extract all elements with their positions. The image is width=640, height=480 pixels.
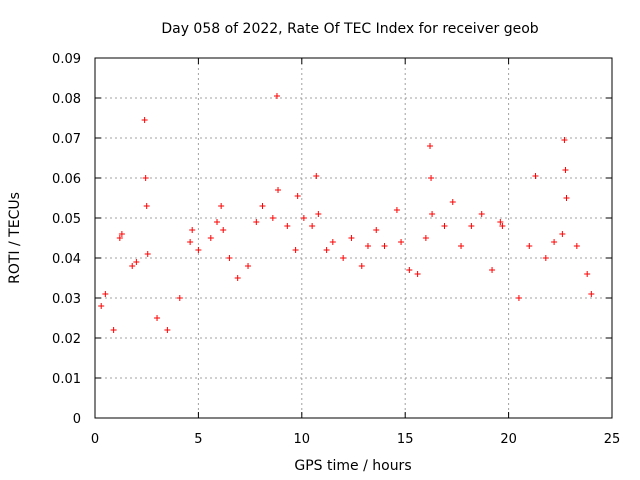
data-point <box>358 263 365 269</box>
data-point <box>414 271 421 277</box>
data-point <box>273 93 280 99</box>
data-point <box>207 235 214 241</box>
y-tick-label: 0.05 <box>52 212 81 227</box>
data-point <box>441 223 448 229</box>
y-tick-label: 0 <box>73 412 81 427</box>
data-point <box>364 243 371 249</box>
x-tick-label: 15 <box>397 432 414 447</box>
data-point <box>458 243 465 249</box>
data-point <box>551 239 558 245</box>
data-point <box>253 219 260 225</box>
data-point <box>381 243 388 249</box>
data-point <box>497 219 504 225</box>
data-point <box>144 251 151 257</box>
data-point <box>313 173 320 179</box>
y-tick-label: 0.06 <box>52 172 81 187</box>
data-point <box>489 267 496 273</box>
axis-ticks <box>94 57 613 419</box>
data-point <box>118 231 125 237</box>
y-tick-label: 0.07 <box>52 132 81 147</box>
data-point <box>164 327 171 333</box>
data-point <box>284 223 291 229</box>
data-point <box>427 143 434 149</box>
data-point <box>234 275 241 281</box>
data-point <box>562 167 569 173</box>
data-point <box>220 227 227 233</box>
data-point <box>315 211 322 217</box>
x-tick-label: 10 <box>294 432 311 447</box>
data-point <box>116 235 123 241</box>
data-point <box>300 215 307 221</box>
data-point <box>154 315 161 321</box>
data-point <box>406 267 413 273</box>
y-tick-label: 0.04 <box>52 252 81 267</box>
data-point <box>292 247 299 253</box>
chart-title: Day 058 of 2022, Rate Of TEC Index for r… <box>161 21 538 37</box>
y-tick-label: 0.09 <box>52 52 81 67</box>
y-tick-labels: 0 0.01 0.02 0.03 0.04 0.05 0.06 0.07 0.08 0.09 <box>52 52 81 427</box>
data-point <box>422 235 429 241</box>
data-point <box>449 199 456 205</box>
data-point <box>195 247 202 253</box>
data-point <box>542 255 549 261</box>
data-point <box>275 187 282 193</box>
x-axis-label: GPS time / hours <box>294 458 411 474</box>
data-point <box>499 223 506 229</box>
data-point <box>129 263 136 269</box>
data-point <box>294 193 301 199</box>
y-tick-label: 0.01 <box>52 372 81 387</box>
plot-frame <box>94 57 613 419</box>
data-point <box>428 175 435 181</box>
data-point <box>563 195 570 201</box>
data-point <box>218 203 225 209</box>
data-point <box>143 203 150 209</box>
x-tick-label: 0 <box>91 432 99 447</box>
data-point <box>532 173 539 179</box>
data-point <box>329 239 336 245</box>
data-point <box>584 271 591 277</box>
x-tick-label: 20 <box>500 432 517 447</box>
x-tick-label: 25 <box>604 432 621 447</box>
data-point <box>309 223 316 229</box>
data-point <box>398 239 405 245</box>
data-point <box>373 227 380 233</box>
data-point <box>176 295 183 301</box>
y-tick-label: 0.03 <box>52 292 81 307</box>
y-tick-label: 0.08 <box>52 92 81 107</box>
data-point <box>141 117 148 123</box>
data-point <box>468 223 475 229</box>
data-point <box>245 263 252 269</box>
data-point <box>573 243 580 249</box>
data-point <box>478 211 485 217</box>
data-point <box>559 231 566 237</box>
data-point <box>259 203 266 209</box>
data-point <box>133 259 140 265</box>
scatter-points <box>98 93 595 333</box>
x-tick-label: 5 <box>194 432 202 447</box>
data-point <box>348 235 355 241</box>
data-point <box>429 211 436 217</box>
data-point <box>110 327 117 333</box>
data-point <box>323 247 330 253</box>
y-tick-label: 0.02 <box>52 332 81 347</box>
data-point <box>588 291 595 297</box>
y-axis-label: ROTI / TECUs <box>7 192 23 284</box>
data-point <box>102 291 109 297</box>
data-point <box>187 239 194 245</box>
data-point <box>393 207 400 213</box>
x-tick-labels: 0 5 10 15 20 25 <box>91 432 620 447</box>
data-point <box>142 175 149 181</box>
data-point <box>269 215 276 221</box>
data-point <box>226 255 233 261</box>
data-point <box>214 219 221 225</box>
data-point <box>515 295 522 301</box>
data-point <box>561 137 568 143</box>
data-point <box>526 243 533 249</box>
data-point <box>98 303 105 309</box>
data-point <box>189 227 196 233</box>
data-point <box>340 255 347 261</box>
